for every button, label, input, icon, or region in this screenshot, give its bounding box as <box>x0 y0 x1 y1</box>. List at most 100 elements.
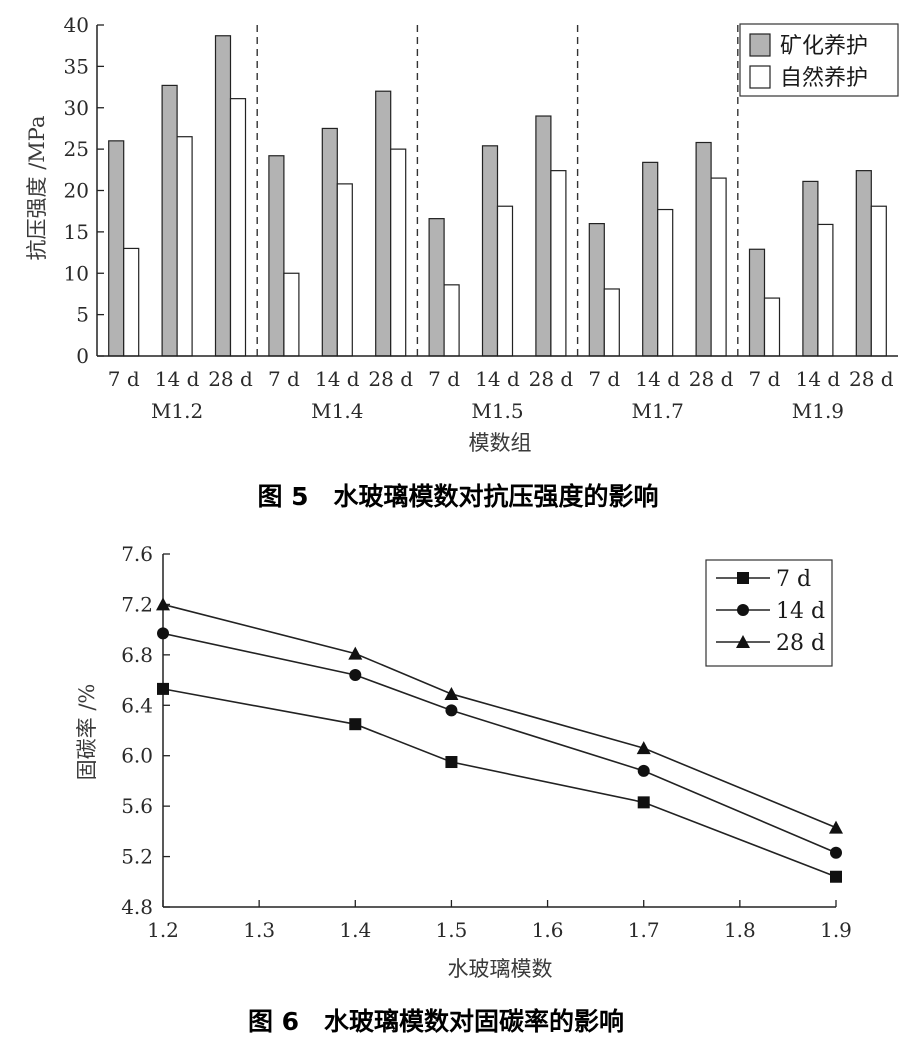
bar-age-label: 28 d <box>368 367 413 391</box>
line-legend: 7 d 14 d 28 d <box>705 559 833 667</box>
bar <box>123 247 140 357</box>
line-y-tick-label: 6.8 <box>121 643 153 667</box>
data-point <box>156 597 170 611</box>
line-y-tick-label: 7.2 <box>121 592 153 616</box>
bar-y-tick-label: 30 <box>64 96 89 120</box>
bar <box>710 177 727 357</box>
bar-y-tick-label: 20 <box>64 179 89 203</box>
bar-y-tick-label: 25 <box>64 137 89 161</box>
bar <box>443 284 460 357</box>
bar <box>268 155 285 357</box>
line-y-tick-label: 5.6 <box>121 794 153 818</box>
data-point <box>444 686 459 700</box>
line-x-tick-label: 1.5 <box>436 918 468 942</box>
line-y-tick-label: 7.6 <box>121 542 153 566</box>
legend-label: 28 d <box>776 631 825 656</box>
bar <box>481 145 499 357</box>
bar <box>695 141 712 357</box>
bar <box>588 223 605 357</box>
bar-age-label: 28 d <box>689 367 734 391</box>
bar <box>763 297 781 357</box>
bar <box>855 170 872 357</box>
legend-label: 矿化养护 <box>780 34 868 59</box>
bar-age-label: 14 d <box>796 367 841 391</box>
bar-age-label: 14 d <box>315 367 360 391</box>
bar <box>802 180 819 357</box>
bar <box>375 90 392 357</box>
bar <box>657 208 674 357</box>
data-point <box>637 764 650 777</box>
data-point <box>829 820 843 834</box>
line-y-axis-label: 固碳率 /% <box>75 684 99 781</box>
bar <box>817 223 834 357</box>
bar <box>428 218 445 357</box>
bar-x-axis-label: 模数组 <box>469 431 532 455</box>
bar-age-label: 7 d <box>428 367 460 391</box>
data-point <box>830 870 842 883</box>
data-point <box>157 682 169 695</box>
bar <box>550 170 567 357</box>
bar-y-tick-label: 0 <box>76 344 89 368</box>
legend-swatch <box>749 33 771 57</box>
data-point <box>637 796 650 809</box>
legend-label: 7 d <box>776 567 811 592</box>
bar <box>870 205 887 357</box>
line-y-tick-label: 6.4 <box>121 693 153 717</box>
bar-group-label: M1.9 <box>792 399 844 423</box>
bar <box>161 84 178 357</box>
bar-age-label: 7 d <box>268 367 300 391</box>
figure-6-caption: 图 6 水玻璃模数对固碳率的影响 <box>248 1007 624 1036</box>
carbon-fixation-line-chart: 4.8 5.2 5.6 6.0 6.4 6.8 7.2 7.6 1.2 1.3 1.4 1.5 1.6 1… <box>75 542 852 1036</box>
bar-y-axis-label: 抗压强度 /MPa <box>25 116 49 261</box>
bar <box>748 248 766 357</box>
bar <box>176 136 193 357</box>
bar <box>283 272 300 357</box>
bar-group-label: M1.7 <box>632 399 684 423</box>
bar-y-tick-label: 40 <box>64 13 89 37</box>
bar <box>390 148 407 357</box>
legend-label: 14 d <box>776 599 825 624</box>
bar <box>336 183 353 357</box>
legend-marker <box>736 635 750 648</box>
bar-age-label: 14 d <box>155 367 200 391</box>
bar-y-tick-label: 35 <box>64 54 89 78</box>
line-x-tick-label: 1.3 <box>243 918 275 942</box>
line-x-tick-label: 1.7 <box>628 918 660 942</box>
line-y-tick-label: 6.0 <box>121 744 153 768</box>
legend-swatch <box>749 65 771 89</box>
line-x-tick-label: 1.2 <box>147 918 179 942</box>
bar-group-label: M1.2 <box>151 399 203 423</box>
bar <box>642 161 659 357</box>
bar <box>496 205 514 357</box>
line-x-tick-label: 1.9 <box>820 918 852 942</box>
bar-group-label: M1.4 <box>311 399 363 423</box>
data-point <box>830 846 842 859</box>
data-point <box>445 704 458 717</box>
bar-age-label: 14 d <box>635 367 680 391</box>
bar-age-label: 28 d <box>208 367 253 391</box>
legend-label: 自然养护 <box>780 66 868 91</box>
data-point <box>349 718 362 731</box>
bar-y-tick-label: 10 <box>64 261 89 285</box>
bar-y-tick-label: 5 <box>76 303 89 327</box>
data-point <box>348 646 363 660</box>
line-x-tick-label: 1.6 <box>532 918 564 942</box>
bar-age-label: 28 d <box>529 367 574 391</box>
data-point <box>349 669 362 682</box>
figure-5-caption: 图 5 水玻璃模数对抗压强度的影响 <box>257 482 658 511</box>
legend-marker <box>737 604 749 616</box>
bar-age-label: 7 d <box>749 367 781 391</box>
line-x-tick-label: 1.8 <box>724 918 756 942</box>
bar <box>108 140 125 357</box>
bar-age-label: 28 d <box>849 367 894 391</box>
bar <box>535 115 552 357</box>
series-line <box>162 688 837 878</box>
line-y-tick-label: 4.8 <box>121 895 153 919</box>
bar <box>321 127 338 357</box>
line-x-tick-label: 1.4 <box>339 918 371 942</box>
line-y-tick-label: 5.2 <box>121 845 153 869</box>
bar-y-tick-label: 15 <box>64 220 89 244</box>
